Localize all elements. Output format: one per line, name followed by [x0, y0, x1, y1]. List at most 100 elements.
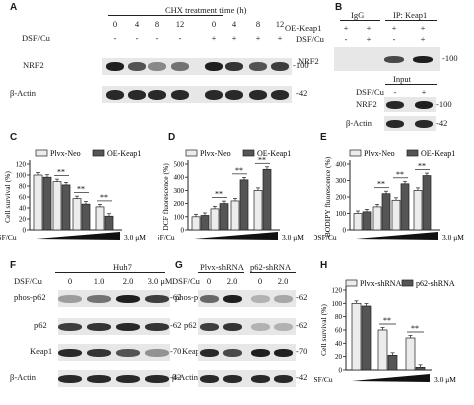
y-tick-label: 200	[336, 194, 347, 202]
g-dose-label: 2.0	[226, 276, 238, 286]
b-input-row-label: NRF2	[356, 99, 377, 109]
a-row-0-band	[171, 62, 189, 71]
legend-label-light: Plvx-Neo	[200, 149, 231, 158]
y-axis-label: Cell survival (%)	[3, 171, 12, 223]
f-row-mw: -42	[170, 372, 182, 382]
a-row-mw: -42	[296, 88, 308, 98]
f-row-label: β-Actin	[10, 372, 37, 382]
g-treat-label: DSF/Cu	[172, 276, 200, 286]
y-tick-label: 400	[174, 174, 185, 182]
y-tick-label: 60	[335, 327, 343, 335]
dose-wedge	[194, 232, 278, 240]
treat-label: DSF/Cu	[0, 233, 17, 242]
y-tick-label: 100	[332, 300, 343, 308]
panel-label-e: E	[320, 132, 327, 143]
bar-light	[377, 329, 388, 371]
a-row-0-band	[205, 62, 223, 71]
y-tick-label: 200	[174, 200, 185, 208]
y-tick-label: 20	[335, 353, 343, 361]
g-row-label: p62	[184, 320, 197, 330]
g-dose-label: 0	[257, 276, 263, 286]
y-tick-label: 0	[343, 227, 347, 235]
treat-label: DSF/Cu	[314, 233, 337, 242]
g-row-1-band	[273, 322, 293, 331]
g-row-3-band	[273, 374, 293, 383]
sig-marker: **	[215, 190, 223, 199]
a-treat-sign: +	[277, 33, 283, 43]
sig-marker: **	[377, 180, 385, 189]
sig-marker: **	[57, 168, 65, 177]
a-time-label: 12	[275, 19, 285, 29]
b-input-sign: +	[421, 87, 427, 97]
panel-label-c: C	[10, 132, 18, 143]
dose-wedge	[352, 374, 430, 382]
g-row-3-blot	[198, 370, 296, 387]
f-dose-label: 1.0	[93, 276, 105, 286]
f-row-label: Keap1	[30, 346, 53, 356]
f-row-2-blot	[58, 344, 170, 361]
bar-light	[413, 190, 423, 231]
y-tick-label: 80	[335, 313, 343, 321]
y-tick-label: 120	[332, 287, 343, 295]
a-time-label: 0	[112, 19, 118, 29]
y-tick-label: 20	[19, 216, 27, 224]
a-row-1-band	[225, 89, 243, 100]
y-tick-label: 0	[181, 227, 185, 235]
panel-label-d: D	[168, 132, 176, 143]
sig-marker: **	[396, 170, 404, 179]
header-line	[108, 15, 223, 16]
a-treat-sign: +	[211, 33, 217, 43]
ip-line	[385, 20, 437, 21]
b-row1-sign: +	[420, 23, 426, 33]
b-input-row-label: β-Actin	[346, 118, 373, 128]
g-row-label: β-Actin	[172, 372, 199, 382]
a-treat-sign: -	[135, 33, 139, 43]
g-row-0-band	[250, 294, 270, 303]
g-row-2-band	[273, 348, 293, 357]
legend-swatch-light	[345, 279, 358, 287]
g-row-0-blot	[198, 290, 296, 307]
f-row-mw: -70	[170, 346, 182, 356]
b-input-row-0-band	[386, 100, 404, 109]
f-row-2-band	[58, 348, 82, 357]
b-blot-mw: -100	[442, 53, 458, 63]
b-input-treat-label: DSF/Cu	[356, 87, 384, 97]
f-row-3-band	[116, 374, 140, 383]
a-treat-sign: -	[178, 33, 182, 43]
f-cell-line: Huh7	[113, 262, 132, 272]
y-tick-label: 500	[174, 161, 185, 169]
f-dose-label: 2.0	[122, 276, 134, 286]
a-time-label: 12	[175, 19, 185, 29]
y-axis-label: DCF fluorescence (%)	[161, 163, 170, 231]
legend-label-dark: OE-Keap1	[257, 149, 291, 158]
b-row2-label: DSF/Cu	[296, 34, 324, 44]
f-row-2-band	[116, 348, 140, 357]
chart-h-cell-survival: Plvx-shRNA p62-shRNA 0 20 40 60 80 100 120 Cell s…	[314, 279, 456, 384]
legend-label-dark: OE-Keap1	[107, 149, 141, 158]
g-row-mw: -62	[296, 292, 308, 302]
f-row-1-band	[145, 322, 169, 331]
f-row-1-blot	[58, 318, 170, 335]
a-row-1-band	[148, 89, 166, 100]
legend-swatch-light	[35, 149, 48, 157]
a-row-0-blot	[102, 58, 292, 75]
bar-light	[95, 206, 105, 231]
legend-label-dark: p62-shRNA	[416, 279, 455, 288]
bar-light	[191, 216, 201, 231]
bar-light	[72, 198, 82, 231]
a-treat-sign: -	[155, 33, 159, 43]
b-row1-label: OE-Keap1	[285, 23, 322, 33]
b-row1-sign: +	[391, 23, 397, 33]
a-time-label: 8	[154, 19, 160, 29]
g-row-mw: -62	[296, 320, 308, 330]
a-row-0-band	[148, 62, 166, 71]
b-row2-sign: +	[420, 34, 426, 44]
f-row-0-band	[58, 294, 82, 303]
bar-dark	[387, 354, 398, 371]
f-dose-label: 3.0 μM	[147, 276, 173, 286]
f-row-3-band	[58, 374, 82, 383]
b-row1-sign: +	[366, 23, 372, 33]
y-tick-label: 0	[339, 367, 343, 375]
bar-light	[230, 200, 240, 231]
legend-label-light: Plvx-shRNA	[360, 279, 402, 288]
